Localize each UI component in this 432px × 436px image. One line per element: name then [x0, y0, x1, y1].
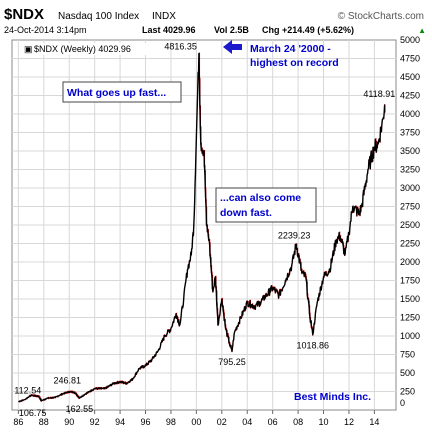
y-axis-ticks: 250 500 750 1000 1250 1500 1750 2000 2250 2500 275… [400, 35, 420, 408]
annotation-box-1-text: What goes up fast... [67, 87, 166, 99]
price-label: 112.54 [14, 386, 41, 396]
y-tick-label: 3000 [400, 183, 420, 193]
price-label: 246.81 [53, 376, 81, 386]
price-label: 1018.86 [296, 341, 329, 351]
symbol-title: $NDX [4, 6, 44, 23]
y-tick-label: 1000 [400, 331, 420, 341]
credit-label: Best Minds Inc. [294, 391, 371, 403]
point-labels: 112.54 106.75 246.81 162.55 4816.35 795.25 223… [14, 42, 395, 419]
left-arrow-icon [223, 40, 242, 54]
x-tick-label: 14 [369, 417, 379, 427]
y-tick-label: 2250 [400, 239, 420, 249]
y-tick-label: 1750 [400, 276, 420, 286]
price-label: 2239.23 [278, 230, 311, 240]
y-tick-label: 3250 [400, 165, 420, 175]
y-tick-label: 3500 [400, 146, 420, 156]
x-tick-label: 94 [115, 417, 125, 427]
x-tick-label: 06 [268, 417, 278, 427]
x-tick-label: 98 [166, 417, 176, 427]
price-series-line [18, 52, 386, 403]
price-label: 162.55 [66, 404, 94, 414]
legend-label: $NDX (Weekly) 4029.96 [34, 44, 131, 54]
y-tick-label: 2750 [400, 202, 420, 212]
gridlines [12, 40, 396, 410]
peak-note-line2: highest on record [250, 57, 339, 69]
y-tick-label: 500 [400, 368, 415, 378]
legend: ▣ $NDX (Weekly) 4029.96 [22, 43, 162, 55]
y-tick-label: 2000 [400, 257, 420, 267]
y-tick-label: 0 [400, 398, 405, 408]
y-tick-label: 1500 [400, 294, 420, 304]
x-tick-label: 12 [344, 417, 354, 427]
x-axis-ticks: 86 88 90 92 94 96 98 00 02 04 06 08 10 12 14 [13, 410, 379, 427]
x-tick-label: 96 [141, 417, 151, 427]
exchange-label: INDX [152, 11, 176, 22]
x-tick-label: 00 [191, 417, 201, 427]
y-tick-label: 2500 [400, 220, 420, 230]
x-tick-label: 86 [13, 417, 23, 427]
x-tick-label: 04 [242, 417, 252, 427]
x-tick-label: 92 [90, 417, 100, 427]
change-label: Chg +214.49 (+5.62%) [262, 25, 354, 35]
x-tick-label: 02 [217, 417, 227, 427]
price-label: 106.75 [19, 408, 47, 418]
price-label: 4816.35 [164, 42, 197, 52]
legend-icon: ▣ [24, 44, 33, 54]
annotation-box-1 [62, 81, 182, 103]
x-tick-label: 10 [319, 417, 329, 427]
source-credit: © StockCharts.com [338, 11, 424, 22]
annotation-box-2-line1: ...can also come [220, 192, 301, 204]
last-price: Last 4029.96 [142, 25, 196, 35]
peak-note-line1: March 24 '2000 - [250, 43, 331, 55]
x-tick-label: 90 [64, 417, 74, 427]
x-tick-label: 08 [293, 417, 303, 427]
y-tick-label: 250 [400, 387, 415, 397]
datetime-label: 24-Oct-2014 3:14pm [4, 25, 87, 35]
y-tick-label: 3750 [400, 128, 420, 138]
x-tick-label: 88 [39, 417, 49, 427]
index-name: Nasdaq 100 Index [58, 11, 139, 22]
y-tick-label: 4000 [400, 109, 420, 119]
y-tick-label: 750 [400, 350, 415, 360]
annotation-box-2 [215, 187, 317, 223]
y-tick-label: 4750 [400, 54, 420, 64]
volume-label: Vol 2.5B [214, 25, 249, 35]
y-tick-label: 5000 [400, 35, 420, 45]
price-label: 4118.91 [363, 89, 395, 99]
y-tick-label: 1250 [400, 313, 420, 323]
price-label: 795.25 [218, 357, 246, 367]
annotation-box-2-line2: down fast. [220, 207, 272, 219]
up-arrow-icon: ▲ [418, 26, 426, 35]
y-tick-label: 4250 [400, 91, 420, 101]
y-tick-label: 4500 [400, 72, 420, 82]
